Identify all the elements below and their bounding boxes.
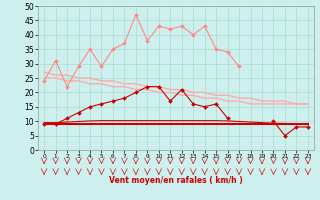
X-axis label: Vent moyen/en rafales ( km/h ): Vent moyen/en rafales ( km/h ) bbox=[109, 176, 243, 185]
